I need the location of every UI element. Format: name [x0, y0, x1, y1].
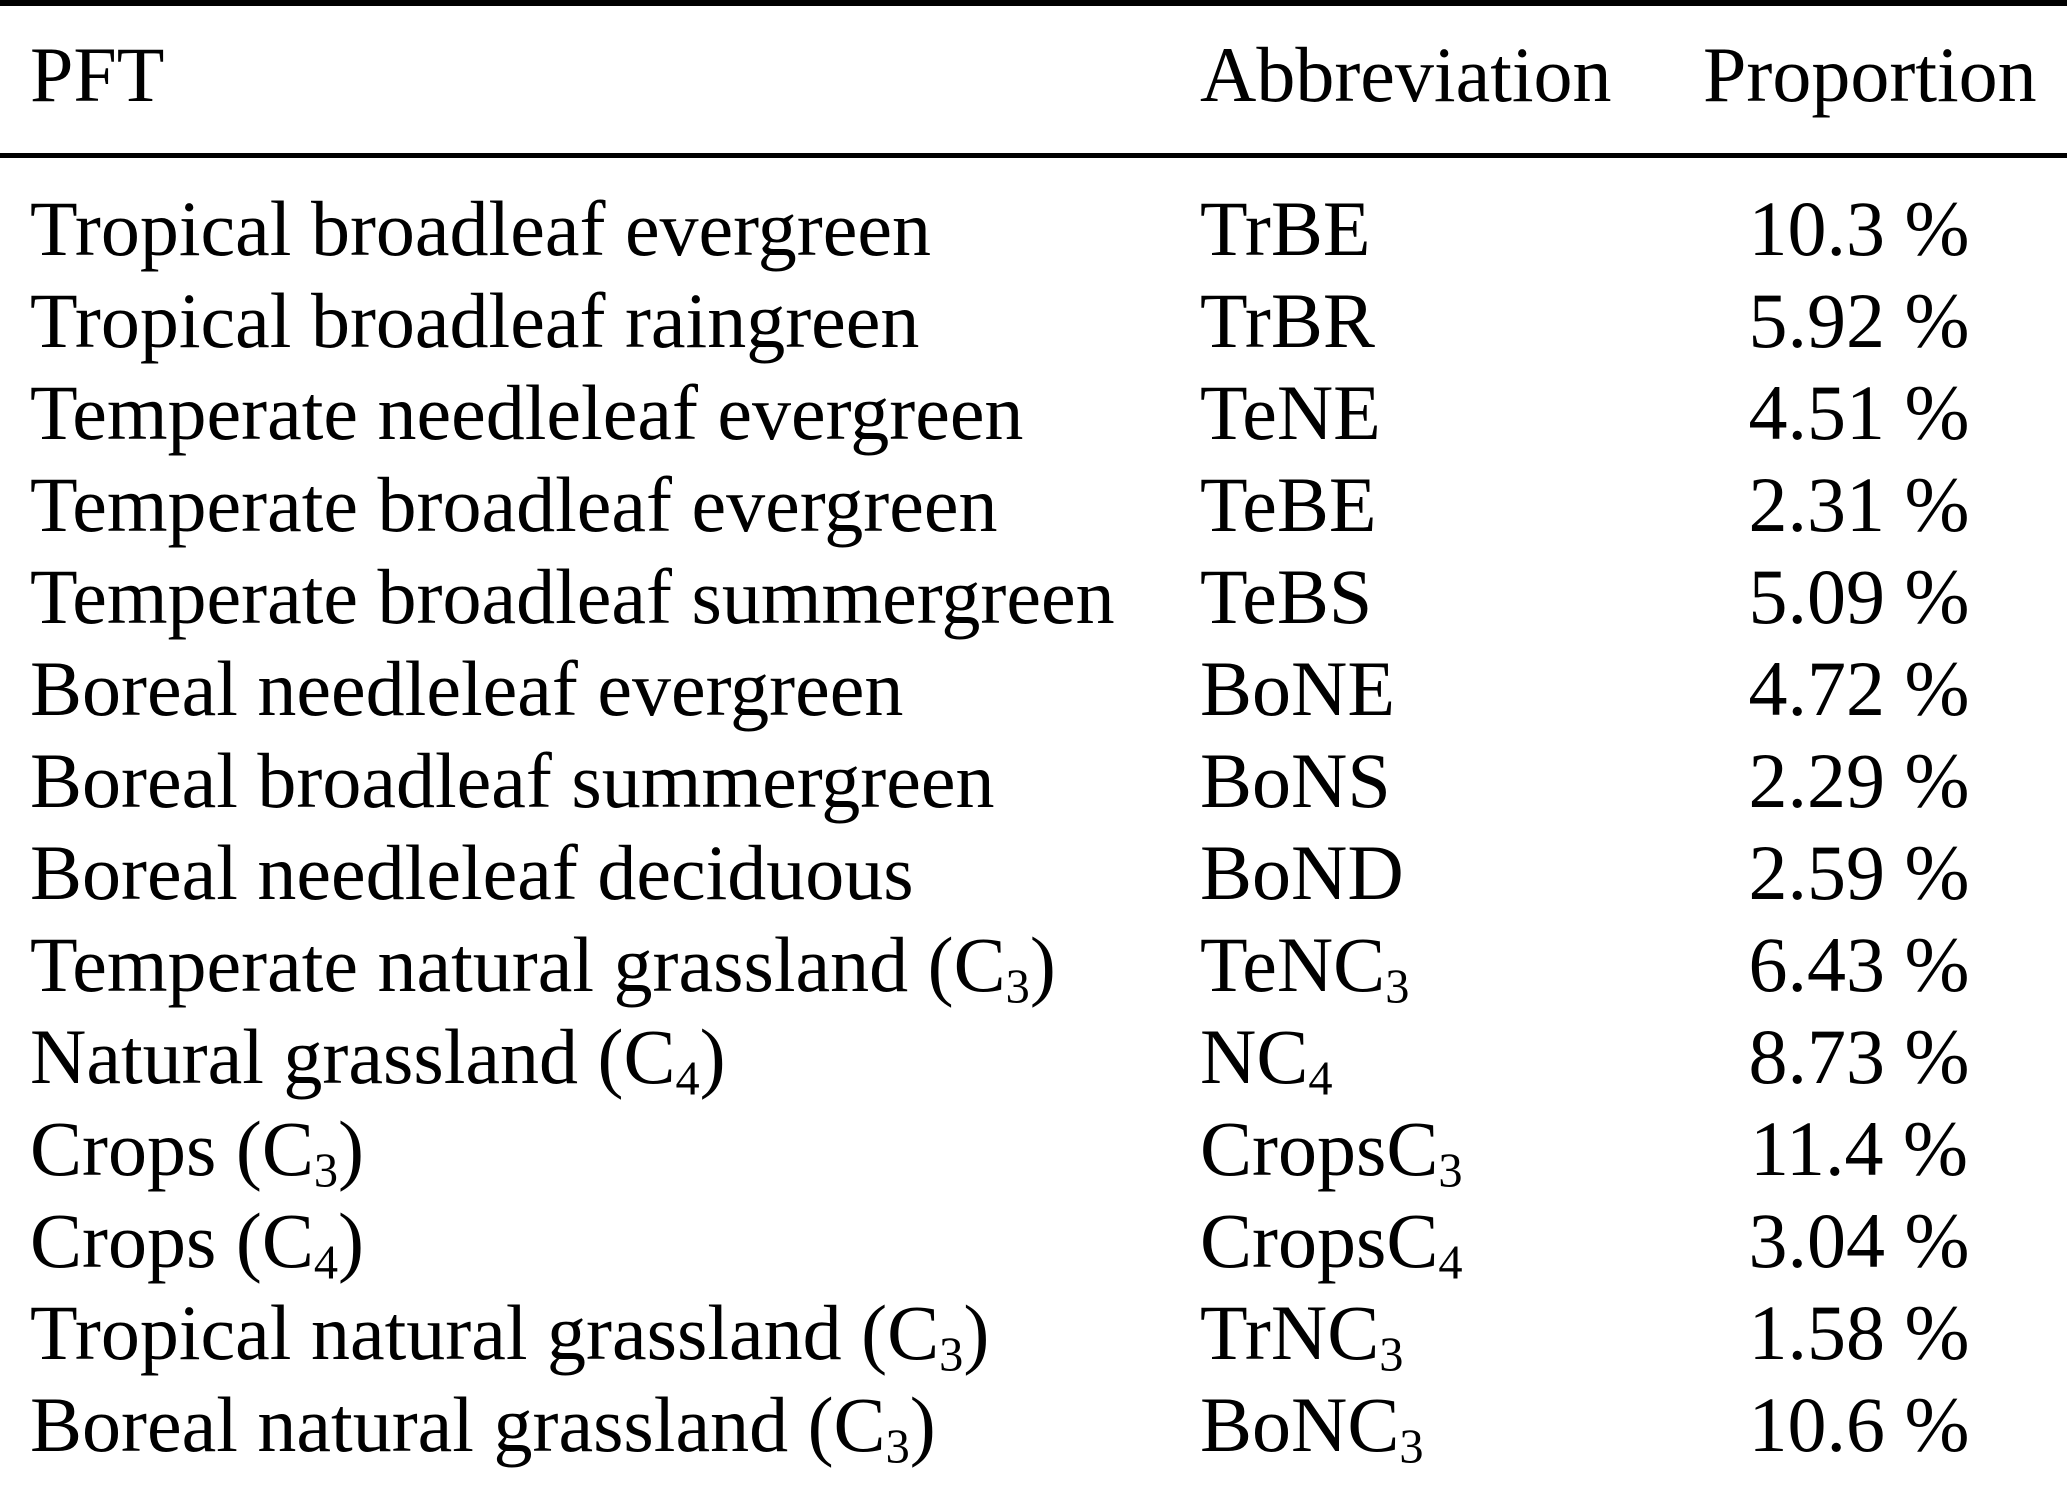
- abbreviation-cell: BoNS: [1200, 737, 1391, 824]
- subscript: 3: [1399, 1420, 1424, 1474]
- proportion-cell: 1.58 %: [1748, 1289, 1970, 1376]
- abbreviation-cell: TeNE: [1200, 369, 1381, 456]
- table-row: Boreal needleleaf evergreen BoNE 4.72 %: [0, 643, 2067, 735]
- abbreviation-cell: TrBE: [1200, 185, 1371, 272]
- pft-cell: Temperate needleleaf evergreen: [30, 369, 1024, 456]
- pft-cell: Natural grassland (C4): [30, 1013, 726, 1106]
- subscript: 3: [1005, 960, 1030, 1014]
- table-row: Crops (C3) CropsC3 11.4 %: [0, 1103, 2067, 1198]
- header-proportion: Proportion: [1703, 3, 2067, 158]
- header-row: PFT Abbreviation Proportion: [0, 3, 2067, 158]
- pft-cell: Temperate broadleaf evergreen: [30, 461, 998, 548]
- abbreviation-cell: NC4: [1200, 1013, 1333, 1106]
- proportion-cell: 4.51 %: [1748, 369, 1970, 456]
- pft-cell: Crops (C3): [30, 1105, 365, 1198]
- pft-cell: Tropical broadleaf evergreen: [30, 185, 931, 272]
- table-row: Crops (C4) CropsC4 3.04 %: [0, 1195, 2067, 1290]
- proportion-cell: 5.92 %: [1748, 277, 1970, 364]
- subscript: 4: [1438, 1236, 1463, 1290]
- subscript: 3: [885, 1420, 910, 1474]
- abbreviation-cell: BoND: [1200, 829, 1404, 916]
- subscript: 3: [1379, 1328, 1404, 1382]
- abbreviation-cell: CropsC4: [1200, 1197, 1463, 1290]
- abbreviation-cell: BoNE: [1200, 645, 1395, 732]
- pft-cell: Boreal broadleaf summergreen: [30, 737, 995, 824]
- table-row: Temperate broadleaf evergreen TeBE 2.31 %: [0, 459, 2067, 551]
- subscript: 3: [1438, 1144, 1463, 1198]
- table-row: Boreal needleleaf deciduous BoND 2.59 %: [0, 827, 2067, 919]
- proportion-cell: 10.6 %: [1748, 1381, 1970, 1468]
- table-row: Tropical natural grassland (C3) TrNC3 1.58…: [0, 1287, 2067, 1382]
- pft-cell: Crops (C4): [30, 1197, 365, 1290]
- subscript: 3: [939, 1328, 964, 1382]
- pft-cell: Boreal needleleaf deciduous: [30, 829, 914, 916]
- pft-cell: Temperate natural grassland (C3): [30, 921, 1056, 1014]
- proportion-cell: 2.59 %: [1748, 829, 1970, 916]
- pft-cell: Temperate broadleaf summergreen: [30, 553, 1115, 640]
- abbreviation-cell: TeBS: [1200, 553, 1373, 640]
- header-pft: PFT: [0, 3, 1200, 158]
- pft-cell: Tropical broadleaf raingreen: [30, 277, 920, 364]
- pft-cell: Tropical natural grassland (C3): [30, 1289, 990, 1382]
- abbreviation-cell: CropsC3: [1200, 1105, 1463, 1198]
- abbreviation-cell: BoNC3: [1200, 1381, 1424, 1474]
- subscript: 3: [313, 1144, 339, 1198]
- abbreviation-cell: TeBE: [1200, 461, 1377, 548]
- proportion-cell: 11.4 %: [1749, 1105, 1969, 1192]
- subscript: 4: [1308, 1052, 1333, 1106]
- header-abbreviation: Abbreviation: [1200, 3, 1703, 158]
- pft-cell: Boreal natural grassland (C3): [30, 1381, 936, 1474]
- table-row: Temperate needleleaf evergreen TeNE 4.51 %: [0, 367, 2067, 459]
- abbreviation-cell: TeNC3: [1200, 921, 1410, 1014]
- proportion-cell: 2.31 %: [1748, 461, 1970, 548]
- abbreviation-cell: TrNC3: [1200, 1289, 1404, 1382]
- pft-cell: Boreal needleleaf evergreen: [30, 645, 904, 732]
- proportion-cell: 2.29 %: [1748, 737, 1970, 824]
- proportion-cell: 8.73 %: [1748, 1013, 1970, 1100]
- table-row: Temperate broadleaf summergreen TeBS 5.09 …: [0, 551, 2067, 643]
- table-row: Boreal natural grassland (C3) BoNC3 10.6 %: [0, 1379, 2067, 1486]
- proportion-cell: 6.43 %: [1748, 921, 1970, 1008]
- table-row: Natural grassland (C4) NC4 8.73 %: [0, 1011, 2067, 1106]
- proportion-cell: 4.72 %: [1748, 645, 1970, 732]
- proportion-cell: 10.3 %: [1748, 185, 1970, 272]
- subscript: 4: [313, 1236, 339, 1290]
- table-row: Boreal broadleaf summergreen BoNS 2.29 %: [0, 735, 2067, 827]
- subscript: 4: [675, 1052, 700, 1106]
- proportion-cell: 5.09 %: [1748, 553, 1970, 640]
- abbreviation-cell: TrBR: [1200, 277, 1375, 364]
- proportion-cell: 3.04 %: [1748, 1197, 1970, 1284]
- subscript: 3: [1385, 960, 1410, 1014]
- table-row: Tropical broadleaf evergreen TrBE 10.3 %: [0, 156, 2067, 276]
- table-body: Tropical broadleaf evergreen TrBE 10.3 % Tr…: [0, 156, 2067, 1486]
- table-row: Tropical broadleaf raingreen TrBR 5.92 %: [0, 275, 2067, 367]
- table-header: PFT Abbreviation Proportion: [0, 3, 2067, 158]
- table-row: Temperate natural grassland (C3) TeNC3 6.4…: [0, 919, 2067, 1014]
